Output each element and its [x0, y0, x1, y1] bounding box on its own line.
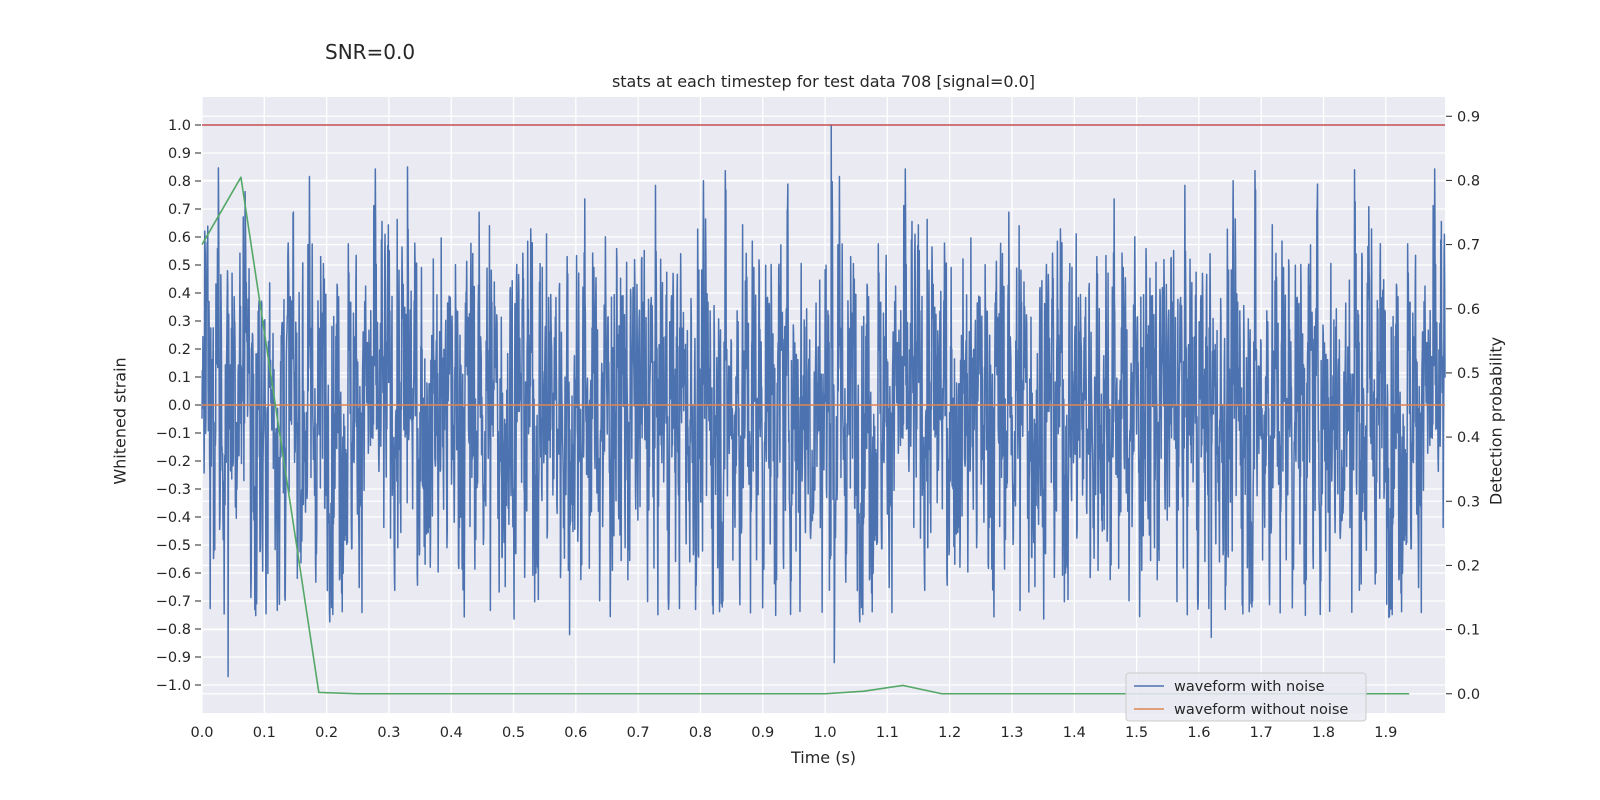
x-tick-label: 1.3: [1000, 725, 1023, 741]
y-left-tick-label: 0.2: [168, 342, 191, 358]
y-right-tick-label: 0.8: [1457, 173, 1480, 189]
y-left-tick-label: −0.6: [156, 566, 191, 582]
y-right-tick-label: 0.3: [1457, 494, 1480, 510]
x-tick-label: 0.1: [253, 725, 276, 741]
suptitle: SNR=0.0: [325, 40, 416, 64]
x-tick-label: 1.0: [814, 725, 837, 741]
x-tick-label: 0.7: [627, 725, 650, 741]
y-left-tick-label: −0.9: [156, 650, 191, 666]
x-tick-label: 0.6: [564, 725, 587, 741]
x-tick-label: 1.7: [1250, 725, 1273, 741]
x-tick-label: 1.6: [1187, 725, 1210, 741]
x-tick-label: 0.4: [440, 725, 463, 741]
y-right-tick-label: 0.4: [1457, 430, 1480, 446]
y-right-tick-label: 0.0: [1457, 687, 1480, 703]
waveform-with-noise-line: [201, 124, 1446, 678]
x-tick-label: 1.5: [1125, 725, 1148, 741]
x-tick-label: 1.1: [876, 725, 899, 741]
x-tick-label: 0.5: [502, 725, 525, 741]
y-left-tick-label: −0.5: [156, 538, 191, 554]
y-left-tick-label: −0.4: [156, 510, 191, 526]
y-left-tick-label: 0.7: [168, 202, 191, 218]
chart-title: stats at each timestep for test data 708…: [611, 72, 1036, 91]
y-left-tick-label: 0.9: [168, 146, 191, 162]
x-tick-label: 0.9: [751, 725, 774, 741]
x-tick-label: 1.9: [1374, 725, 1397, 741]
y-left-tick-label: −0.2: [156, 454, 191, 470]
y-left-tick-label: −0.8: [156, 622, 191, 638]
y-left-tick-label: 0.1: [168, 370, 191, 386]
y-left-tick-label: −1.0: [156, 678, 191, 694]
y-right-tick-label: 0.5: [1457, 366, 1480, 382]
y-right-tick-label: 0.2: [1457, 558, 1480, 574]
y-right-tick-label: 0.9: [1457, 109, 1480, 125]
legend-box: [1125, 672, 1367, 722]
y-left-tick-label: 0.6: [168, 230, 191, 246]
y-left-tick-label: 0.8: [168, 174, 191, 190]
legend-label: waveform without noise: [1174, 702, 1348, 718]
x-axis-label: Time (s): [790, 748, 857, 767]
legend-label: waveform with noise: [1174, 679, 1325, 695]
y-right-tick-label: 0.6: [1457, 302, 1480, 318]
y-left-tick-label: 1.0: [168, 118, 191, 134]
y-left-tick-label: −0.3: [156, 482, 191, 498]
x-tick-label: 1.8: [1312, 725, 1335, 741]
x-tick-label: 0.2: [315, 725, 338, 741]
y-left-tick-label: 0.5: [168, 258, 191, 274]
y-left-tick-label: 0.4: [168, 286, 191, 302]
x-tick-label: 0.3: [377, 725, 400, 741]
x-tick-label: 1.2: [938, 725, 961, 741]
y-left-tick-label: 0.0: [168, 398, 191, 414]
y-left-tick-label: −0.7: [156, 594, 191, 610]
x-tick-label: 1.4: [1063, 725, 1086, 741]
y-right-tick-label: 0.7: [1457, 238, 1480, 254]
y-left-tick-label: −0.1: [156, 426, 191, 442]
y-left-tick-label: 0.3: [168, 314, 191, 330]
x-tick-label: 0.8: [689, 725, 712, 741]
x-tick-label: 0.0: [190, 725, 213, 741]
y-right-tick-label: 0.1: [1457, 623, 1480, 639]
